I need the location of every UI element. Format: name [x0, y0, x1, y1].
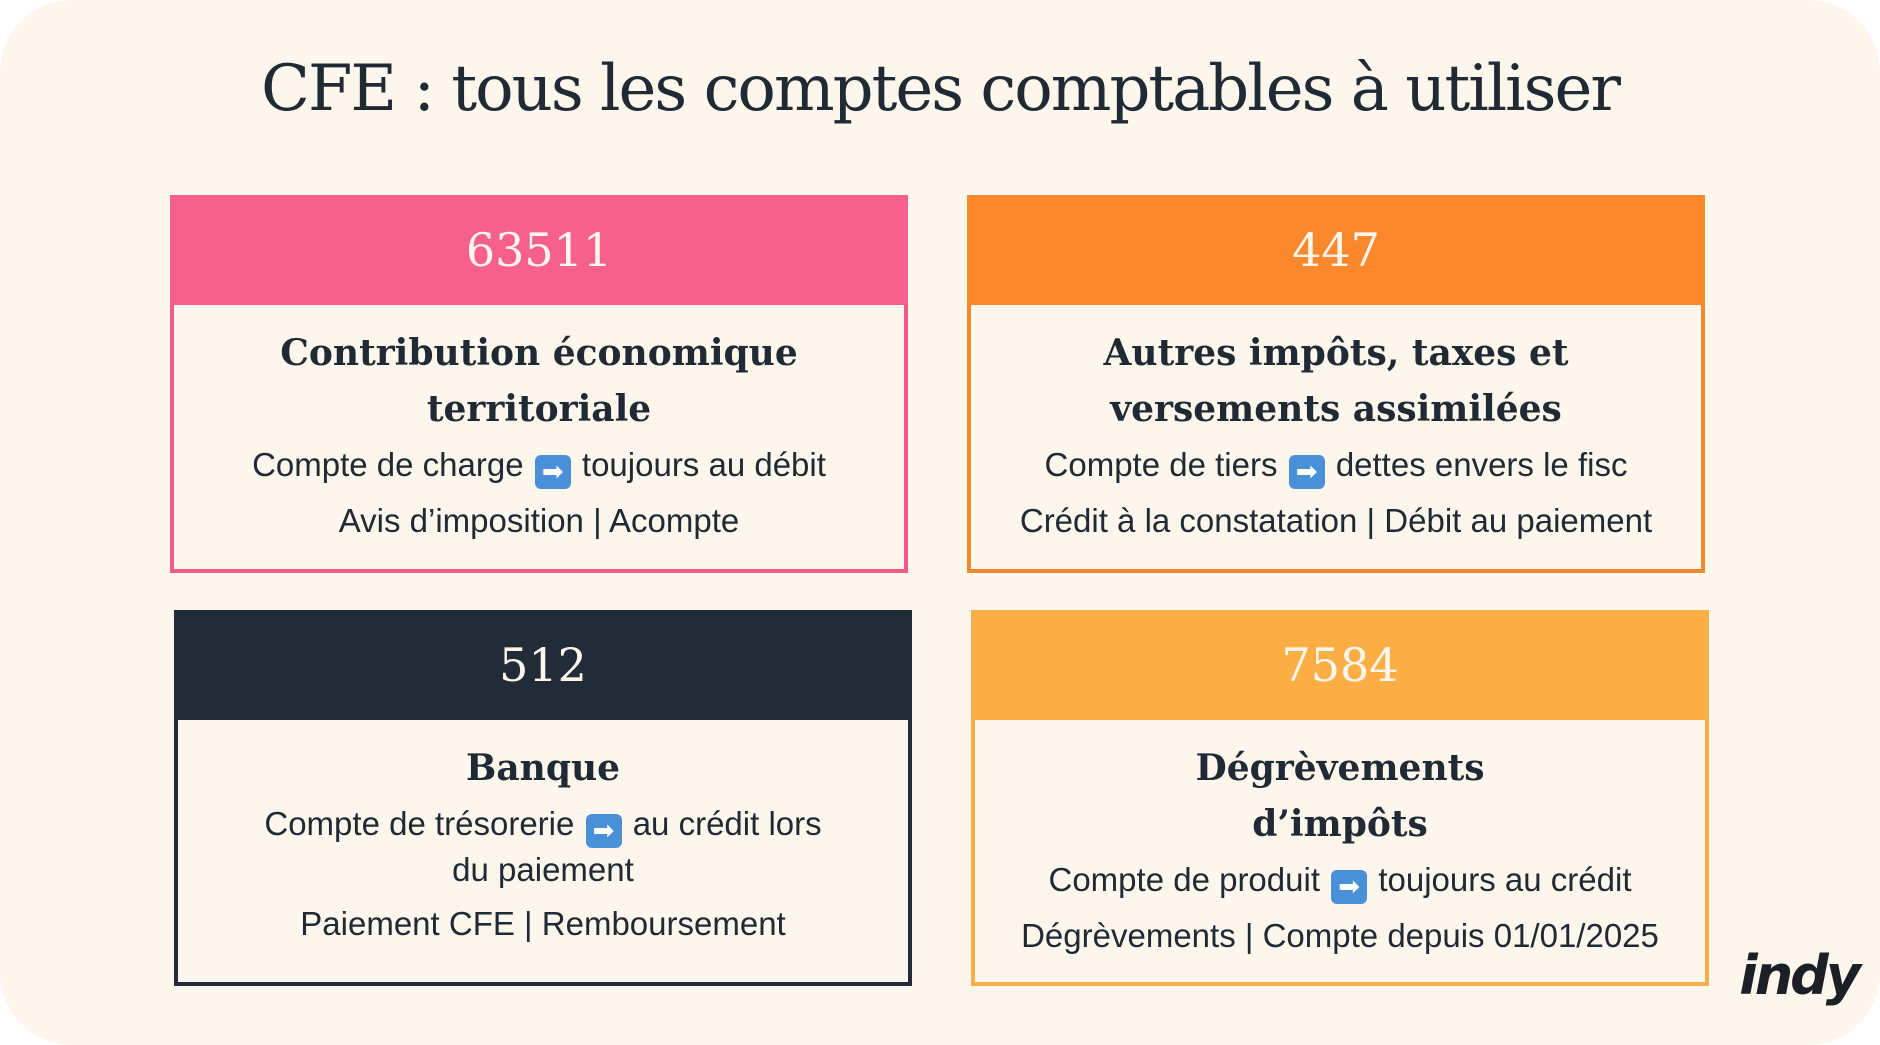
account-name: Autres impôts, taxes et versements assim… [999, 325, 1673, 437]
account-description: Compte de produit ➡ toujours au crédit [1003, 858, 1677, 904]
description-rule: dettes envers le fisc [1335, 446, 1628, 483]
indy-logo: indy [1739, 944, 1861, 1007]
account-name-line1: Autres impôts, taxes et [1103, 332, 1569, 374]
account-tags: Paiement CFE | Remboursement [300, 905, 786, 942]
description-rule: toujours au débit [581, 446, 826, 483]
description-type: Compte de charge [252, 446, 524, 483]
right-arrow-icon: ➡ [1331, 870, 1368, 904]
right-arrow-icon: ➡ [1288, 455, 1325, 489]
page-title: CFE : tous les comptes comptables à util… [261, 52, 1621, 126]
right-arrow-icon: ➡ [534, 455, 571, 489]
card-body: Dégrèvements d’impôts Compte de produit … [975, 720, 1705, 958]
card-body: Autres impôts, taxes et versements assim… [971, 305, 1701, 543]
account-name-line1: Dégrèvements [1195, 747, 1485, 789]
account-number: 7584 [971, 610, 1709, 720]
account-description: Compte de charge ➡ toujours au débit [202, 443, 876, 489]
description-rule-line2: du paiement [452, 851, 634, 888]
account-number: 512 [174, 610, 912, 720]
account-card-512: 512 Banque Compte de trésorerie ➡ au cré… [174, 610, 912, 986]
account-name: Contribution économique territoriale [202, 325, 876, 437]
account-name-line2: territoriale [426, 388, 652, 430]
account-tags: Crédit à la constatation | Débit au paie… [1019, 502, 1653, 539]
account-name-line2: d’impôts [1252, 803, 1428, 845]
account-card-63511: 63511 Contribution économique territoria… [170, 195, 908, 573]
account-tags: Dégrèvements | Compte depuis 01/01/2025 [1021, 917, 1659, 954]
account-name: Banque [465, 747, 621, 789]
account-name-line1: Contribution économique [280, 332, 798, 374]
account-description: Compte de trésorerie ➡ au crédit lors du… [206, 802, 880, 892]
description-type: Compte de tiers [1044, 446, 1278, 483]
account-name: Dégrèvements d’impôts [1003, 740, 1677, 852]
account-number: 63511 [170, 195, 908, 305]
description-type: Compte de produit [1048, 861, 1321, 898]
card-body: Banque Compte de trésorerie ➡ au crédit … [178, 720, 908, 946]
account-card-7584: 7584 Dégrèvements d’impôts Compte de pro… [971, 610, 1709, 986]
account-number: 447 [967, 195, 1705, 305]
description-type: Compte de trésorerie [264, 805, 575, 842]
description-rule: toujours au crédit [1378, 861, 1632, 898]
account-name-line2: versements assimilées [1110, 388, 1562, 430]
description-rule: au crédit lors [632, 805, 822, 842]
account-card-447: 447 Autres impôts, taxes et versements a… [967, 195, 1705, 573]
right-arrow-icon: ➡ [585, 814, 622, 848]
card-body: Contribution économique territoriale Com… [174, 305, 904, 543]
account-description: Compte de tiers ➡ dettes envers le fisc [999, 443, 1673, 489]
account-tags: Avis d’imposition | Acompte [338, 502, 740, 539]
